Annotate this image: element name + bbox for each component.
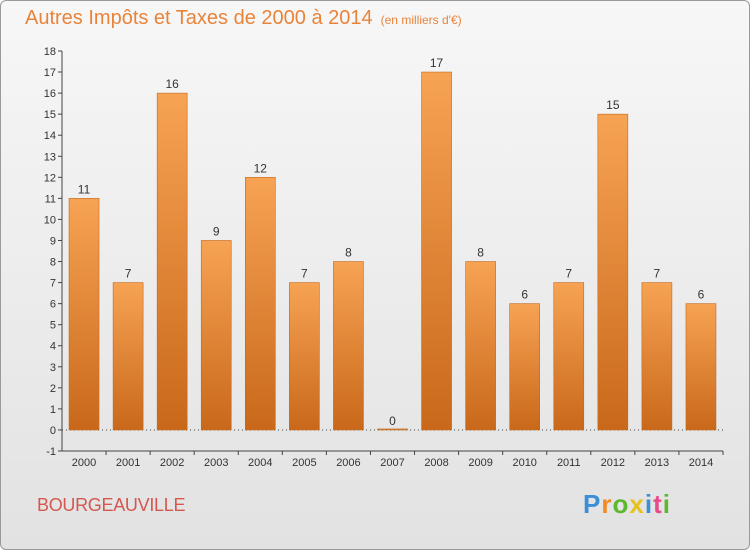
- logo-letter: i: [644, 489, 654, 519]
- x-tick-label: 2014: [689, 457, 713, 469]
- data-label-2009: 8: [477, 246, 484, 260]
- logo-letter: t: [653, 489, 663, 519]
- y-tick-label: 18: [44, 46, 56, 58]
- x-tick-label: 2001: [116, 457, 140, 469]
- x-tick-label: 2008: [424, 457, 448, 469]
- y-tick-label: 2: [50, 383, 56, 395]
- y-tick-label: -1: [46, 446, 56, 458]
- logo-letter: i: [662, 489, 671, 519]
- y-tick-label: 4: [50, 341, 56, 353]
- x-tick-label: 2004: [248, 457, 272, 469]
- bar-2004: [245, 177, 276, 431]
- y-tick-label: 5: [50, 320, 56, 332]
- y-tick-label: 1: [50, 404, 56, 416]
- y-tick-label: 11: [45, 193, 56, 205]
- bar-2014: [685, 303, 717, 431]
- bar-2009: [465, 261, 496, 431]
- x-tick-label: 2011: [557, 457, 581, 469]
- bar-2008: [421, 71, 452, 431]
- logo-letter: o: [612, 489, 630, 519]
- data-label-2007: 0: [389, 414, 396, 428]
- data-label-2005: 7: [301, 267, 308, 281]
- data-label-2010: 6: [521, 288, 528, 302]
- x-tick-label: 2009: [468, 457, 492, 469]
- data-label-2004: 12: [254, 161, 268, 175]
- y-tick-label: 13: [44, 151, 56, 163]
- data-label-2003: 9: [213, 224, 220, 238]
- bar-2012: [597, 113, 629, 431]
- chart-bars: [68, 71, 717, 431]
- x-tick-label: 2002: [160, 457, 184, 469]
- bar-2006: [333, 261, 364, 431]
- bar-2002: [156, 92, 188, 431]
- x-tick-label: 2005: [292, 457, 316, 469]
- x-tick-label: 2012: [601, 457, 625, 469]
- data-label-2013: 7: [654, 267, 661, 281]
- y-tick-label: 10: [44, 214, 56, 226]
- data-label-2002: 16: [165, 77, 179, 91]
- bar-2011: [553, 282, 585, 431]
- x-tick-label: 2003: [204, 457, 228, 469]
- bar-2000: [68, 198, 100, 431]
- bar-2001: [112, 282, 144, 431]
- y-tick-label: 3: [50, 362, 56, 374]
- data-label-2012: 15: [606, 98, 620, 112]
- data-label-2011: 7: [565, 267, 572, 281]
- bar-2003: [200, 240, 232, 431]
- data-label-2008: 17: [430, 56, 444, 70]
- bar-2013: [641, 282, 673, 431]
- bar-2005: [289, 282, 320, 431]
- y-tick-label: 6: [50, 299, 56, 311]
- chart-title: Autres Impôts et Taxes de 2000 à 2014 (en…: [25, 7, 462, 30]
- y-tick-label: 12: [44, 172, 56, 184]
- data-label-2001: 7: [125, 267, 132, 281]
- commune-name: BOURGEAUVILLE: [37, 495, 186, 515]
- data-label-2006: 8: [345, 246, 352, 260]
- x-tick-label: 2000: [72, 457, 96, 469]
- y-tick-label: 8: [50, 257, 56, 269]
- chart-title-text: Autres Impôts et Taxes de 2000 à 2014: [25, 7, 373, 29]
- logo-letter: P: [583, 489, 602, 519]
- y-tick-label: 0: [50, 425, 56, 437]
- bar-2007: [377, 428, 408, 431]
- data-label-2000: 11: [78, 182, 91, 196]
- proxiti-logo: Proxiti: [583, 489, 671, 520]
- chart-data-labels: 11 7 16 9 12 7 8 0 17 8 6 7 15 7 6: [78, 56, 705, 428]
- y-tick-label: 15: [44, 109, 56, 121]
- x-tick-label: 2010: [512, 457, 536, 469]
- y-tick-label: 14: [44, 130, 56, 142]
- y-tick-label: 7: [50, 278, 56, 290]
- x-tick-label: 2013: [645, 457, 669, 469]
- x-tick-label: 2007: [380, 457, 404, 469]
- logo-letter: r: [601, 489, 613, 519]
- x-tick-label: 2006: [336, 457, 360, 469]
- logo-letter: x: [629, 489, 645, 519]
- y-tick-label: 17: [44, 67, 56, 79]
- chart-unit: (en milliers d'€): [380, 13, 462, 27]
- bar-2010: [509, 303, 541, 431]
- data-label-2014: 6: [698, 288, 705, 302]
- y-tick-label: 9: [50, 235, 56, 247]
- y-tick-label: 16: [44, 88, 56, 100]
